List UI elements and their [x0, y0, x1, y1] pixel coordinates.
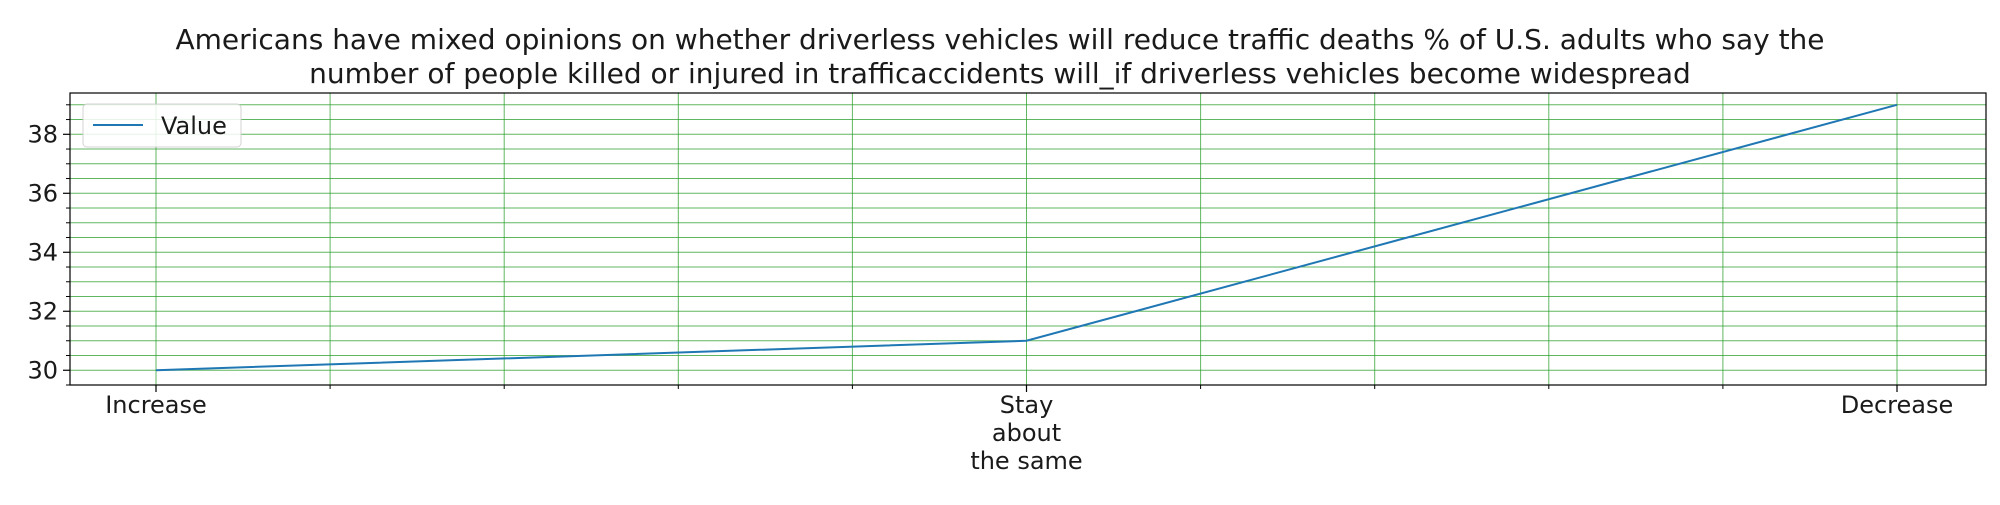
legend: Value — [83, 104, 241, 147]
x-tick-label: about — [992, 419, 1061, 447]
y-tick-label: 30 — [27, 356, 58, 384]
chart-title: Americans have mixed opinions on whether… — [175, 23, 1824, 90]
y-axis: 30 32 34 36 38 — [27, 105, 70, 385]
x-tick-label: Increase — [105, 391, 207, 419]
legend-label: Value — [161, 112, 227, 140]
x-tick-label: Stay — [1000, 391, 1054, 419]
y-tick-label: 34 — [27, 238, 58, 266]
y-tick-label: 38 — [27, 120, 58, 148]
chart-title-line: Americans have mixed opinions on whether… — [175, 23, 1824, 56]
chart-title-line: number of people killed or injured in tr… — [309, 57, 1691, 90]
y-tick-label: 32 — [27, 297, 58, 325]
x-tick-label: Decrease — [1841, 391, 1954, 419]
x-tick-label: the same — [970, 447, 1082, 475]
y-tick-label: 36 — [27, 179, 58, 207]
